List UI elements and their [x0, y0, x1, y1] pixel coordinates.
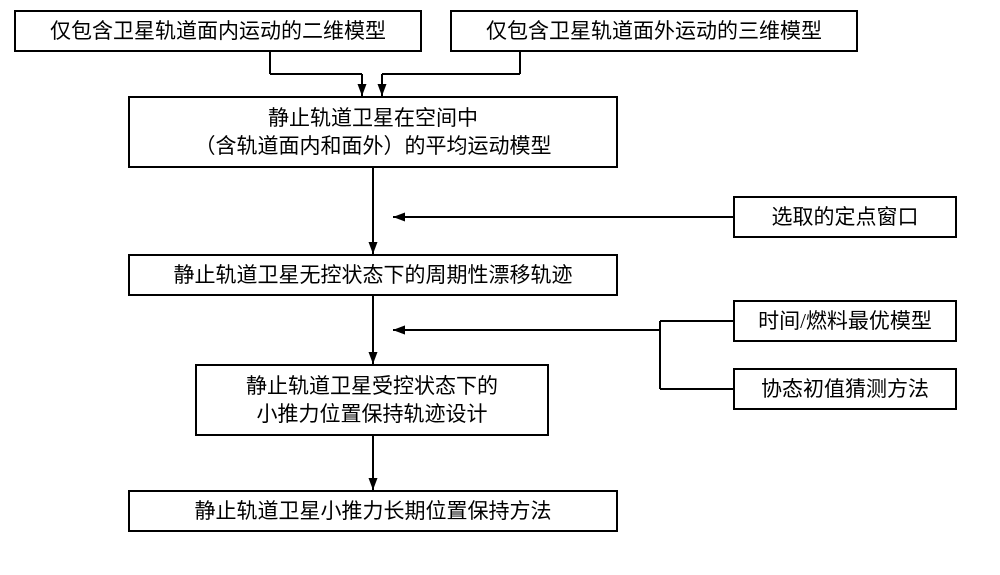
- node-label: 静止轨道卫星受控状态下的小推力位置保持轨迹设计: [246, 372, 498, 429]
- node-costate: 协态初值猜测方法: [733, 368, 957, 410]
- node-label: 静止轨道卫星小推力长期位置保持方法: [195, 497, 552, 525]
- node-label: 选取的定点窗口: [772, 203, 919, 231]
- node-time-fuel: 时间/燃料最优模型: [733, 300, 957, 342]
- node-label: 静止轨道卫星无控状态下的周期性漂移轨迹: [174, 261, 573, 289]
- node-top-left: 仅包含卫星轨道面内运动的二维模型: [14, 10, 422, 52]
- node-label: 仅包含卫星轨道面内运动的二维模型: [50, 17, 386, 45]
- node-method: 静止轨道卫星小推力长期位置保持方法: [128, 490, 618, 532]
- node-window: 选取的定点窗口: [733, 196, 957, 238]
- node-label: 静止轨道卫星在空间中（含轨道面内和面外）的平均运动模型: [195, 104, 552, 161]
- node-avg-model: 静止轨道卫星在空间中（含轨道面内和面外）的平均运动模型: [128, 96, 618, 168]
- node-label: 仅包含卫星轨道面外运动的三维模型: [486, 17, 822, 45]
- node-drift: 静止轨道卫星无控状态下的周期性漂移轨迹: [128, 254, 618, 296]
- node-label: 时间/燃料最优模型: [758, 307, 932, 335]
- node-label: 协态初值猜测方法: [761, 375, 929, 403]
- node-design: 静止轨道卫星受控状态下的小推力位置保持轨迹设计: [195, 364, 549, 436]
- node-top-right: 仅包含卫星轨道面外运动的三维模型: [450, 10, 858, 52]
